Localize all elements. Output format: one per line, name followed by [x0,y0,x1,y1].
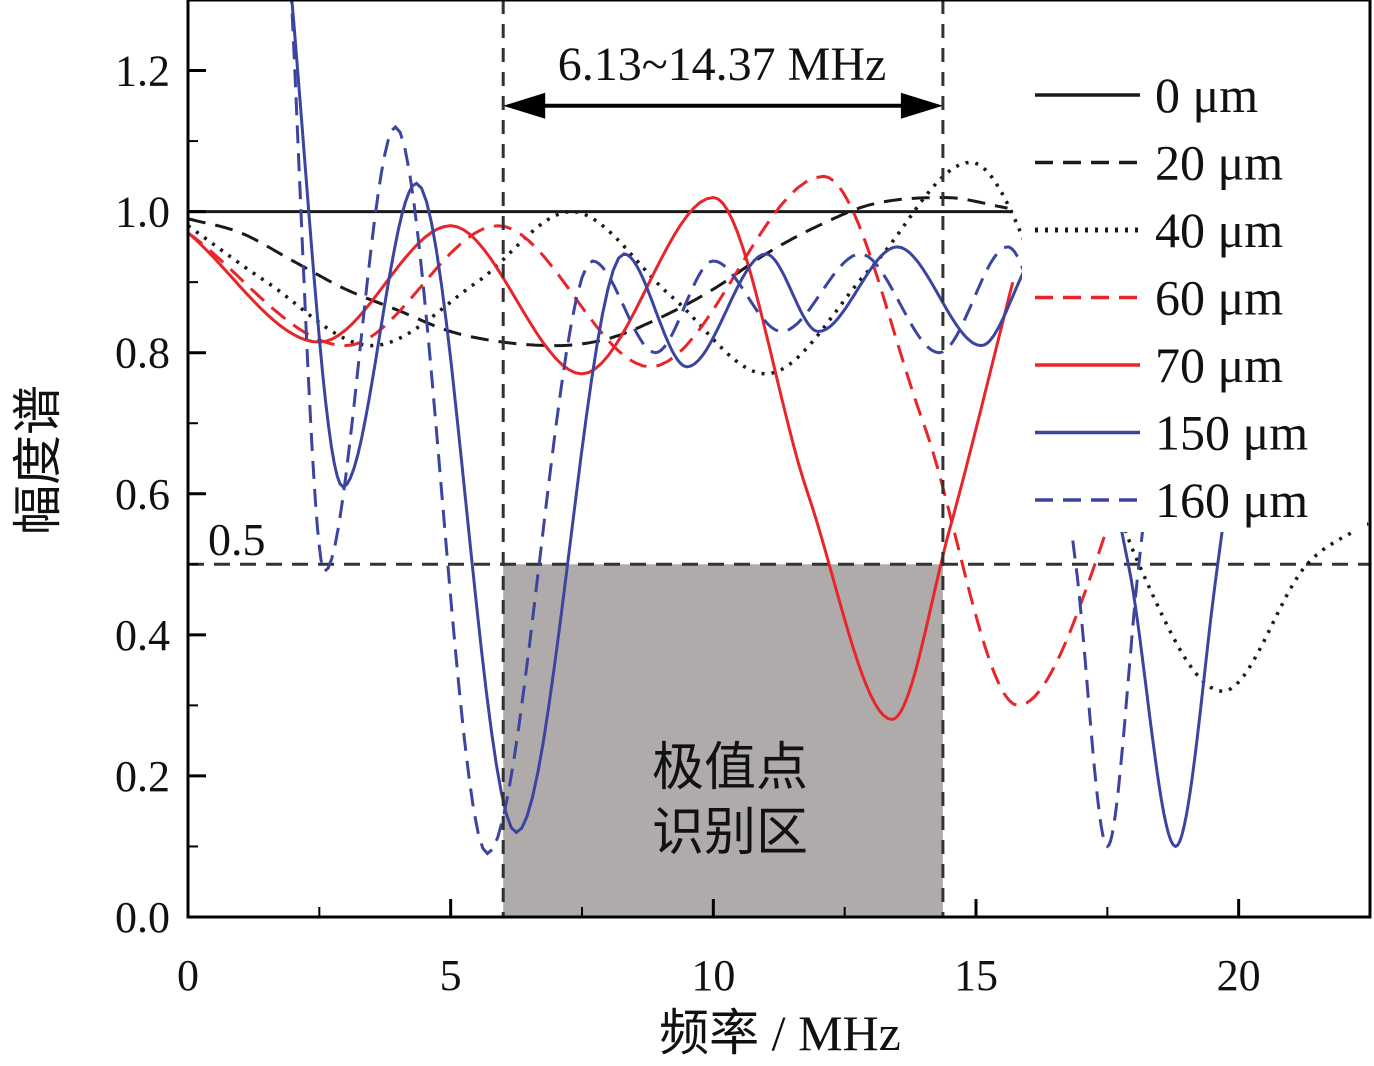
y-axis-title: 幅度谱 [10,385,66,535]
y-tick-label: 0.2 [115,752,170,801]
x-tick-label: 0 [177,951,199,1000]
x-tick-label: 10 [691,951,735,1000]
series-line-160m [290,0,1172,856]
legend-label: 20 μm [1155,135,1283,191]
legend-label: 150 μm [1155,405,1308,461]
x-axis-title: 频率 / MHz [659,1005,901,1061]
identification-region [503,564,943,917]
arrow-left-head-icon [503,92,546,119]
y-tick-label: 0.6 [115,470,170,519]
y-tick-label: 0.0 [115,893,170,942]
x-tick-label: 5 [440,951,462,1000]
threshold-label: 0.5 [208,514,266,565]
series-line-150m [290,0,1256,849]
region-label-line1: 极值点 [652,740,808,797]
series-line-40m [188,160,1370,694]
legend-label: 0 μm [1155,67,1258,123]
range-annotation: 6.13~14.37 MHz [558,38,887,91]
y-tick-label: 1.2 [115,47,170,96]
legend-label: 160 μm [1155,472,1308,528]
plot-frame [186,0,1372,919]
x-tick-label: 20 [1217,951,1261,1000]
y-tick-label: 0.4 [115,611,170,660]
region-label-line2: 识别区 [652,805,808,862]
y-tick-label: 0.8 [115,329,170,378]
x-tick-label: 15 [954,951,998,1000]
legend-label: 70 μm [1155,337,1283,393]
series-line-60m [188,174,1162,707]
legend-label: 40 μm [1155,202,1283,258]
series-line-20m [188,196,1008,348]
arrow-right-head-icon [900,92,943,119]
y-tick-label: 1.0 [115,188,170,237]
legend-label: 60 μm [1155,270,1283,326]
